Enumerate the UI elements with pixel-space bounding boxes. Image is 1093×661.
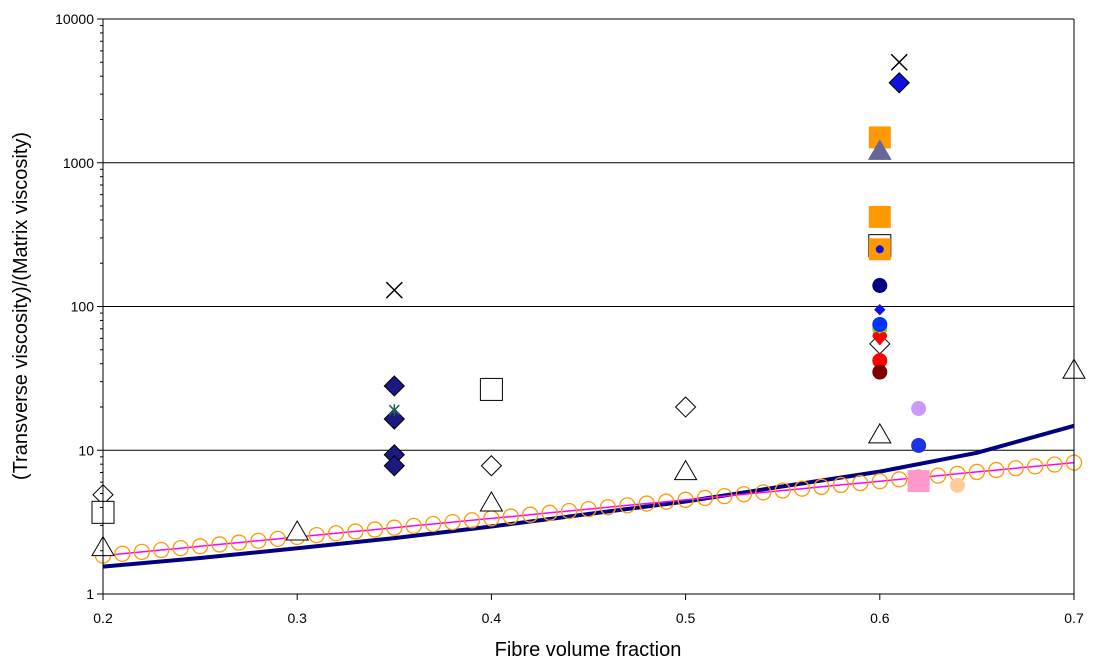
- data-point-circle-open: [153, 541, 170, 559]
- data-point-circle: [872, 277, 888, 293]
- data-point-square: [907, 470, 930, 493]
- data-point-circle-open: [424, 515, 442, 533]
- data-point-circle-open: [269, 530, 286, 548]
- data-point-circle-open: [1007, 460, 1024, 477]
- y-axis-title: (Transverse viscosity)/(Matrix viscosity…: [10, 132, 32, 480]
- data-point-triangle-open: [673, 459, 698, 481]
- y-tick-label: 100: [71, 299, 95, 315]
- data-point-circle-open: [211, 536, 228, 553]
- data-point-circle-open: [386, 519, 403, 536]
- data-point-circle-open: [716, 487, 733, 505]
- data-point-circle-open: [114, 545, 131, 562]
- cross-stroke: [890, 53, 908, 71]
- x-tick-label: 0.3: [287, 610, 307, 626]
- data-point-circle: [949, 477, 965, 493]
- y-tick-label: 1: [86, 586, 94, 602]
- x-tick-label: 0.5: [676, 610, 696, 626]
- data-point-circle-open: [638, 495, 655, 512]
- data-point-circle-open: [677, 491, 694, 508]
- y-tick-label: 10000: [55, 11, 94, 27]
- data-series: [91, 53, 1086, 569]
- data-point-circle-open: [1046, 456, 1063, 473]
- data-point-circle-open: [988, 461, 1005, 479]
- data-point-circle-open: [541, 504, 558, 521]
- data-point-diamond: [383, 455, 406, 477]
- y-tick-label: 1000: [63, 155, 94, 171]
- x-tick-label: 0.2: [93, 610, 113, 626]
- data-point-diamond: [888, 72, 910, 94]
- data-point-circle-open: [327, 525, 345, 542]
- data-point-circle: [911, 437, 927, 453]
- data-point-circle-small: [875, 245, 884, 254]
- data-point-circle-open: [832, 476, 850, 494]
- data-point-circle-open: [366, 521, 384, 538]
- data-point-star: [388, 404, 400, 417]
- plot-area: 0.2 0.3 0.4 0.5 0.6 0.7 1 10 100 1000 10000: [55, 11, 1086, 626]
- data-point-circle-open: [891, 471, 908, 488]
- x-tick-label: 0.7: [1064, 610, 1084, 626]
- data-point-diamond-open: [674, 396, 697, 418]
- data-point-circle-open: [580, 500, 597, 518]
- data-point-circle-open: [502, 508, 519, 525]
- data-point-circle-open: [308, 526, 325, 544]
- y-tick-labels: 1 10 100 1000 10000: [55, 11, 94, 602]
- data-point-circle-open: [658, 493, 675, 510]
- data-point-circle-open: [560, 502, 578, 520]
- data-point-circle-open: [133, 543, 150, 561]
- x-tick-label: 0.4: [482, 610, 502, 626]
- data-point-circle: [911, 401, 927, 417]
- data-point-diamond: [383, 375, 406, 397]
- data-point-circle-open: [696, 489, 714, 507]
- data-point-circle-open: [871, 473, 888, 490]
- data-point-circle-open: [929, 467, 947, 484]
- data-point-triangle: [867, 139, 892, 160]
- data-point-circle-open: [619, 497, 636, 514]
- data-point-circle-open: [347, 523, 364, 540]
- x-tick-label: 0.6: [870, 610, 890, 626]
- data-point-circle-open: [852, 474, 869, 492]
- data-point-diamond-small: [874, 303, 886, 316]
- data-point-circle-open: [522, 506, 539, 523]
- data-point-circle-open: [405, 517, 422, 534]
- data-point-triangle-open: [285, 519, 310, 541]
- data-point-circle-open: [755, 484, 772, 501]
- x-tick-labels: 0.2 0.3 0.4 0.5 0.6 0.7: [93, 610, 1084, 626]
- data-point-circle-open: [774, 482, 791, 499]
- data-point-heart: [872, 332, 888, 346]
- axes: [97, 18, 1075, 600]
- data-point-triangle-open: [867, 422, 892, 444]
- cross-stroke: [385, 281, 403, 299]
- data-point-circle-open: [191, 538, 209, 555]
- data-series-line: [102, 423, 1075, 569]
- data-point-circle-open: [230, 534, 248, 551]
- data-point-square: [868, 205, 891, 228]
- data-point-circle-open: [599, 499, 617, 516]
- data-point-circle-open: [735, 486, 753, 503]
- horizontal-gridlines: [103, 162, 1074, 451]
- data-point-cross: [890, 53, 908, 71]
- data-point-circle: [872, 353, 888, 369]
- data-point-circle-open: [463, 512, 481, 529]
- data-point-circle-open: [172, 540, 189, 557]
- data-point-circle-open: [813, 478, 830, 495]
- data-point-square: [868, 126, 891, 149]
- data-point-circle-open: [968, 463, 986, 481]
- y-tick-label: 10: [78, 442, 94, 458]
- data-point-square-open: [479, 377, 503, 401]
- data-point-circle: [872, 316, 888, 332]
- data-point-circle-open: [793, 480, 811, 497]
- data-point-diamond-open: [480, 455, 503, 477]
- data-point-circle-open: [250, 532, 267, 549]
- data-point-circle-open: [1027, 458, 1044, 475]
- data-point-cross: [385, 281, 403, 299]
- data-point-circle: [872, 364, 888, 380]
- x-axis-title: Fibre volume fraction: [495, 639, 682, 661]
- data-point-triangle-open: [479, 490, 504, 512]
- data-point-circle-open: [444, 513, 461, 531]
- data-point-diamond: [383, 408, 406, 430]
